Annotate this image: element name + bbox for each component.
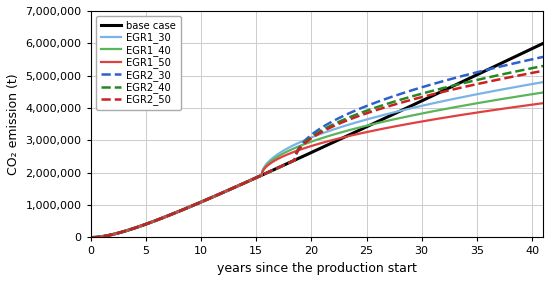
EGR1_40 [87,236,94,239]
X-axis label: years since the production start: years since the production start [217,262,417,275]
EGR2_30 [295,147,302,150]
EGR2_50 [526,72,533,75]
base case [87,236,94,239]
EGR1_40 [526,93,533,96]
EGR2_50 [87,236,94,239]
base case [540,42,546,45]
EGR1_50 [540,102,546,105]
EGR1_40 [527,93,534,96]
EGR1_40 [111,232,117,236]
Line: EGR2_50: EGR2_50 [91,71,543,237]
EGR2_40 [443,85,450,89]
base case [295,157,302,160]
EGR2_30 [87,236,94,239]
EGR1_30 [87,236,94,239]
EGR2_30 [443,78,450,82]
EGR2_30 [111,232,117,236]
EGR1_30 [295,141,302,145]
EGR2_30 [540,55,546,59]
EGR1_50 [111,232,117,236]
EGR2_40 [87,236,94,239]
EGR2_30 [526,58,533,61]
EGR1_50 [527,103,534,107]
EGR2_40 [295,148,302,151]
EGR1_40 [540,91,546,94]
EGR1_30 [443,99,450,102]
EGR2_40 [307,136,314,139]
EGR1_30 [527,83,534,86]
Line: EGR2_40: EGR2_40 [91,66,543,237]
EGR2_50 [295,148,302,152]
EGR2_40 [527,67,534,70]
EGR1_40 [295,145,302,148]
EGR1_50 [526,103,533,107]
EGR2_50 [111,232,117,236]
EGR1_30 [526,83,533,86]
EGR1_50 [307,144,314,148]
base case [307,151,314,155]
EGR2_50 [540,69,546,72]
EGR2_40 [540,64,546,68]
base case [443,87,450,91]
EGR1_50 [87,236,94,239]
Line: base case: base case [91,43,543,237]
EGR1_30 [111,232,117,236]
EGR2_40 [111,232,117,236]
EGR2_50 [527,72,534,75]
Line: EGR1_50: EGR1_50 [91,103,543,237]
EGR1_40 [307,140,314,144]
base case [527,48,534,51]
EGR2_30 [307,134,314,137]
Line: EGR2_30: EGR2_30 [91,57,543,237]
Line: EGR1_30: EGR1_30 [91,82,543,237]
EGR1_30 [307,136,314,139]
EGR2_30 [527,58,534,61]
EGR1_50 [443,116,450,119]
Y-axis label: CO₂ emission (t): CO₂ emission (t) [7,73,20,175]
EGR2_50 [307,137,314,140]
Line: EGR1_40: EGR1_40 [91,92,543,237]
EGR1_50 [295,148,302,152]
Legend: base case, EGR1_30, EGR1_40, EGR1_50, EGR2_30, EGR2_40, EGR2_50: base case, EGR1_30, EGR1_40, EGR1_50, EG… [96,16,180,110]
EGR1_40 [443,107,450,110]
EGR2_50 [443,89,450,92]
EGR2_40 [526,67,533,70]
base case [526,48,533,51]
base case [111,232,117,236]
EGR1_30 [540,80,546,84]
